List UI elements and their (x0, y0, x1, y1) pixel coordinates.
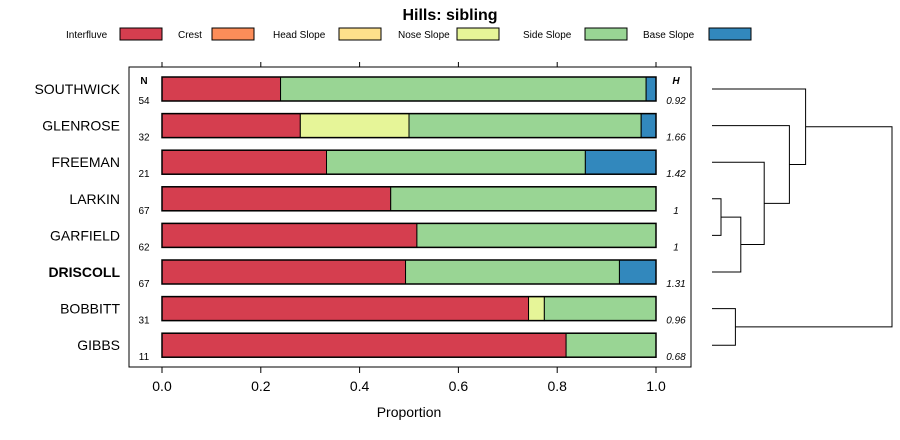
legend-label-crest: Crest (178, 30, 202, 41)
bar-segment-bobbitt-side-slope (543, 296, 657, 322)
bar-segment-freeman-base-slope (584, 149, 657, 175)
legend: Interfluve Crest Head Slope Nose Slope Side … (66, 27, 752, 41)
row-label-driscoll: DRISCOLL (48, 264, 120, 280)
legend-label-side-slope: Side Slope (523, 30, 572, 41)
dendrogram-branch (712, 216, 742, 273)
dendrogram-branch (712, 125, 790, 204)
bar-segment-glenrose-base-slope (640, 113, 657, 139)
dendrogram-branch (712, 88, 807, 165)
legend-swatch-nose-slope (456, 27, 500, 41)
n-value-larkin: 67 (138, 206, 150, 217)
dendrogram-branch (735, 126, 893, 328)
row-label-glenrose: GLENROSE (42, 118, 120, 134)
dendrogram-branch (712, 308, 736, 346)
h-value-driscoll: 1.31 (666, 279, 685, 290)
legend-label-interfluve: Interfluve (66, 30, 108, 41)
h-value-freeman: 1.42 (666, 169, 686, 180)
x-tick-label: 0.8 (547, 378, 567, 394)
n-value-garfield: 62 (138, 242, 150, 253)
x-axis-label: Proportion (377, 404, 442, 420)
x-tick-label: 0.4 (350, 378, 370, 394)
bars-group (161, 76, 657, 358)
bar-outline-driscoll (161, 259, 657, 285)
legend-label-head-slope: Head Slope (273, 30, 326, 41)
n-value-southwick: 54 (138, 96, 150, 107)
bar-segment-glenrose-interfluve (161, 113, 301, 139)
n-value-driscoll: 67 (138, 279, 150, 290)
chart-title: Hills: sibling (402, 7, 497, 24)
row-labels: SOUTHWICK 54 0.92 GLENROSE 32 1.66 FREEMAN 21 1.… (34, 81, 686, 363)
h-value-bobbitt: 0.96 (666, 316, 686, 327)
bar-segment-glenrose-nose-slope (299, 113, 410, 139)
bar-segment-driscoll-interfluve (161, 259, 407, 285)
bar-outline-larkin (161, 186, 657, 212)
h-column-header: H (672, 76, 680, 87)
bar-segment-larkin-interfluve (161, 186, 392, 212)
bar-segment-driscoll-base-slope (618, 259, 657, 285)
bar-segment-southwick-side-slope (280, 76, 647, 102)
legend-label-base-slope: Base Slope (643, 30, 695, 41)
dendrogram (712, 88, 893, 346)
n-column-header: N (140, 76, 147, 87)
n-value-bobbitt: 31 (138, 316, 150, 327)
bar-segment-driscoll-side-slope (405, 259, 620, 285)
bar-segment-larkin-side-slope (390, 186, 657, 212)
bar-segment-southwick-base-slope (645, 76, 657, 102)
bar-outline-southwick (161, 76, 657, 102)
dendrogram-branch (712, 198, 722, 236)
h-value-glenrose: 1.66 (666, 133, 686, 144)
bar-segment-bobbitt-interfluve (161, 296, 530, 322)
h-value-garfield: 1 (673, 242, 679, 253)
row-label-southwick: SOUTHWICK (34, 81, 120, 97)
bar-outline-bobbitt (161, 295, 657, 322)
bar-outline-freeman (161, 149, 657, 175)
h-value-southwick: 0.92 (666, 96, 686, 107)
bar-segment-glenrose-side-slope (408, 113, 642, 139)
bar-outline-gibbs (161, 332, 657, 358)
bar-segment-gibbs-interfluve (161, 332, 567, 358)
n-value-gibbs: 11 (139, 352, 150, 363)
x-tick-label: 0.6 (449, 378, 469, 394)
row-label-larkin: LARKIN (69, 191, 120, 207)
x-tick-label: 0.0 (152, 378, 172, 394)
n-value-freeman: 21 (138, 169, 150, 180)
h-value-larkin: 1 (673, 206, 679, 217)
dendrogram-branch (712, 161, 765, 246)
x-tick-label: 1.0 (646, 378, 666, 394)
legend-swatch-interfluve (119, 27, 163, 41)
legend-swatch-crest (211, 27, 255, 41)
bar-segment-garfield-interfluve (161, 222, 418, 248)
x-axis: 0.0 0.2 0.4 0.6 0.8 1.0 (152, 62, 666, 394)
legend-swatch-side-slope (584, 27, 628, 41)
bar-outline-glenrose (161, 112, 657, 139)
bar-outline-garfield (161, 222, 657, 249)
h-value-gibbs: 0.68 (666, 352, 686, 363)
bar-segment-gibbs-side-slope (565, 332, 657, 358)
legend-swatch-head-slope (338, 27, 382, 41)
bar-segment-freeman-side-slope (326, 149, 586, 175)
plot-frame (128, 66, 692, 368)
bar-segment-southwick-interfluve (161, 76, 282, 102)
row-label-garfield: GARFIELD (50, 227, 120, 243)
bar-segment-bobbitt-nose-slope (528, 296, 545, 322)
legend-swatch-base-slope (708, 27, 752, 41)
bar-segment-freeman-interfluve (161, 149, 328, 175)
row-label-bobbitt: BOBBITT (60, 301, 120, 317)
x-tick-label: 0.2 (251, 378, 271, 394)
legend-label-nose-slope: Nose Slope (398, 30, 450, 41)
row-label-gibbs: GIBBS (77, 337, 120, 353)
bar-segment-garfield-side-slope (416, 222, 657, 248)
n-value-glenrose: 32 (138, 133, 150, 144)
row-label-freeman: FREEMAN (52, 154, 120, 170)
